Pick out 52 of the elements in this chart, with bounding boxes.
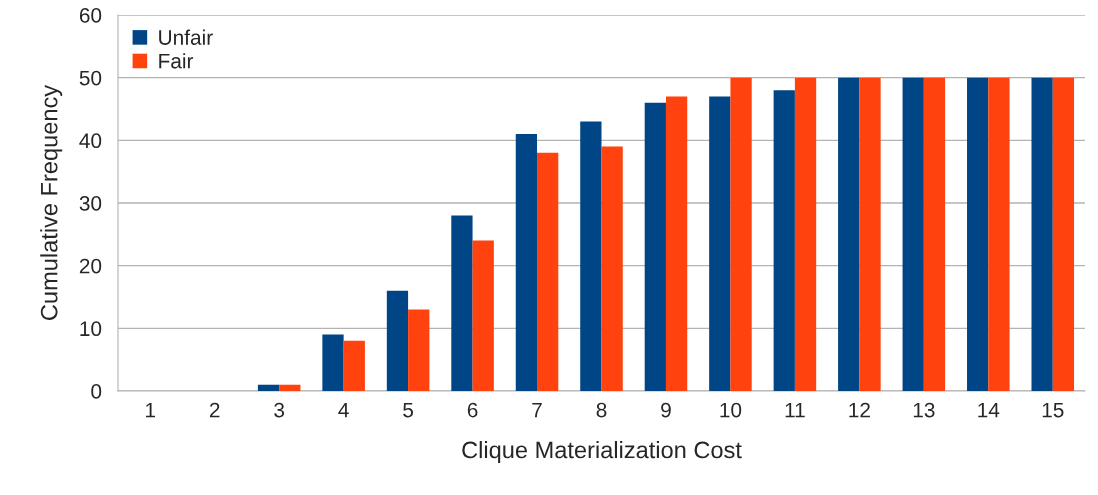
bar [730,77,752,391]
bar [601,146,623,391]
x-tick-label: 5 [403,402,414,418]
y-tick-label: 10 [80,321,102,337]
x-tick-label: 4 [338,402,349,418]
x-tick-label: 12 [849,402,870,418]
bar [408,309,430,391]
bar [515,134,538,391]
x-tick-label: 15 [1042,402,1064,418]
bar [838,77,860,391]
bar [644,102,666,391]
x-tick-label: 7 [532,402,542,418]
y-tick-label: 40 [79,133,102,149]
bar [343,340,365,391]
x-tick-label: 3 [274,402,285,418]
bar [773,90,795,391]
bar [257,384,280,391]
y-tick-label: 50 [79,70,102,86]
bar [580,121,602,391]
bar [967,77,989,391]
bar [923,77,946,391]
bar [1031,77,1053,391]
y-tick-label: 0 [91,384,102,399]
bar [794,77,817,391]
bar [709,96,731,391]
bar [988,77,1010,391]
x-tick-label: 8 [596,402,607,418]
bar [902,77,924,391]
bar [451,215,473,391]
bar [386,290,409,391]
bar [472,240,494,391]
legend-label: Fair [159,53,194,69]
bar [279,384,301,391]
y-tick-label: 60 [79,8,102,23]
x-tick-label: 14 [978,402,1000,418]
x-tick-label: 11 [785,402,805,418]
y-tick-label: 20 [79,258,102,274]
x-tick-label: 9 [661,402,671,418]
x-axis-title: Clique Materialization Cost [462,440,742,463]
bar [859,77,881,391]
x-tick-label: 13 [913,402,935,418]
y-tick-label: 30 [79,196,102,211]
x-tick-label: 2 [209,402,220,418]
bar [1052,77,1075,391]
y-axis-title: Cumulative Frequency [40,84,63,320]
bar [537,152,559,391]
legend-label: Unfair [159,29,213,45]
bar [322,334,344,391]
x-tick-label: 6 [467,402,478,418]
x-tick-label: 1 [146,402,156,418]
x-tick-label: 10 [720,402,742,418]
bar [665,96,688,391]
